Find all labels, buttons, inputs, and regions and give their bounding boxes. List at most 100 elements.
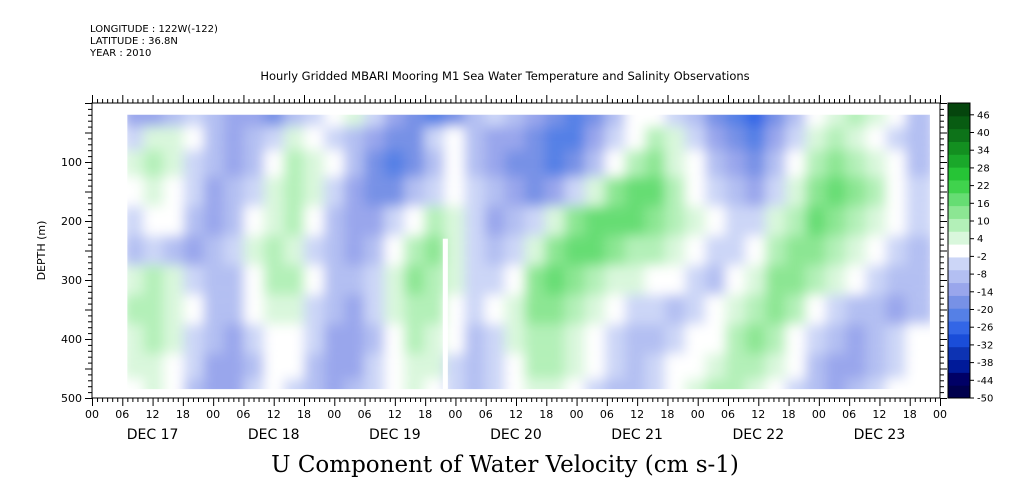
x-tick-label: 12 bbox=[751, 408, 765, 421]
heatmap-cell bbox=[885, 114, 914, 127]
x-axis-title: U Component of Water Velocity (cm s-1) bbox=[271, 452, 739, 478]
x-tick-label: 18 bbox=[660, 408, 674, 421]
x-tick-label: 00 bbox=[327, 408, 341, 421]
x-tick-label: 12 bbox=[509, 408, 523, 421]
colorbar-label: 34 bbox=[977, 146, 990, 157]
heatmap-cell bbox=[243, 378, 272, 390]
colorbar-swatch bbox=[948, 244, 970, 258]
heatmap-cell bbox=[905, 378, 930, 390]
x-tick-label: 00 bbox=[448, 408, 462, 421]
heatmap-cell bbox=[444, 114, 473, 127]
colorbar: 46 40 34 28 22 16 10 4 -2 -8 -14 -20 -26 -32 -38 -44 -50 bbox=[947, 102, 993, 405]
heatmap-cell bbox=[223, 378, 252, 390]
heatmap-cell bbox=[127, 114, 152, 127]
heatmap-cell bbox=[725, 114, 754, 127]
y-tick-label: 400 bbox=[61, 333, 82, 346]
x-tick-label: 18 bbox=[539, 408, 553, 421]
heatmap-cell bbox=[584, 114, 613, 127]
heatmap-cell bbox=[384, 114, 413, 127]
heatmap-cell bbox=[404, 378, 433, 390]
heatmap-cell bbox=[805, 378, 834, 390]
heatmap-cell bbox=[745, 114, 774, 127]
heatmap-cell bbox=[624, 378, 653, 390]
heatmap-cell bbox=[665, 114, 694, 127]
colorbar-swatch bbox=[948, 192, 970, 207]
heatmap-cell bbox=[905, 353, 930, 379]
x-tick-label: 06 bbox=[479, 408, 493, 421]
heatmap-cell bbox=[364, 114, 393, 127]
heatmap-cell bbox=[263, 378, 292, 390]
heatmap-cell bbox=[143, 114, 172, 127]
x-tick-label: 06 bbox=[842, 408, 856, 421]
heatmap-cell bbox=[484, 378, 513, 390]
day-label: DEC 23 bbox=[854, 427, 906, 443]
colorbar-label: -20 bbox=[977, 305, 993, 316]
colorbar-swatch bbox=[948, 333, 970, 348]
heatmap-cell bbox=[303, 114, 332, 127]
x-tick-label: 06 bbox=[600, 408, 614, 421]
heatmap-cell bbox=[685, 378, 714, 390]
heatmap-cell bbox=[845, 114, 874, 127]
heatmap-cell bbox=[905, 176, 930, 207]
colorbar-swatch bbox=[948, 385, 970, 399]
colorbar-label: 46 bbox=[977, 110, 990, 121]
colorbar-swatch bbox=[948, 205, 970, 219]
colorbar-label: 10 bbox=[977, 217, 990, 228]
heatmap-cell bbox=[705, 378, 734, 390]
x-tick-label: 00 bbox=[933, 408, 947, 421]
heatmap-cell bbox=[143, 378, 172, 390]
heatmap-cell bbox=[765, 114, 794, 127]
heatmap-cell bbox=[564, 378, 593, 390]
x-tick-label: 06 bbox=[721, 408, 735, 421]
heatmap-cell bbox=[905, 206, 930, 236]
heatmap-cell bbox=[203, 378, 232, 390]
heatmap-cell bbox=[524, 378, 553, 390]
chart-title: Hourly Gridded MBARI Mooring M1 Sea Wate… bbox=[260, 69, 750, 83]
heatmap-cell bbox=[845, 378, 874, 390]
x-tick-label: 00 bbox=[206, 408, 220, 421]
colorbar-swatch bbox=[948, 359, 970, 373]
heatmap-cell bbox=[324, 114, 353, 127]
colorbar-swatch bbox=[948, 256, 970, 271]
x-tick-label: 12 bbox=[872, 408, 886, 421]
heatmap-cell bbox=[163, 378, 192, 390]
heatmap-cell bbox=[424, 378, 453, 390]
y-tick-label: 200 bbox=[61, 215, 82, 228]
heatmap-cell bbox=[183, 378, 212, 390]
colorbar-label: -32 bbox=[977, 340, 993, 351]
heatmap-cell bbox=[584, 378, 613, 390]
colorbar-swatch bbox=[948, 128, 970, 142]
heatmap-cell bbox=[865, 114, 894, 127]
y-axis: 100 200 300 400 500 bbox=[61, 103, 947, 405]
heatmap-cell bbox=[624, 114, 653, 127]
colorbar-swatch bbox=[948, 141, 970, 155]
data-gap bbox=[442, 238, 448, 390]
colorbar-swatch bbox=[948, 282, 970, 296]
heatmap-cell bbox=[127, 378, 152, 390]
x-tick-label: 00 bbox=[85, 408, 99, 421]
colorbar-swatch bbox=[948, 218, 970, 232]
heatmap-cell bbox=[283, 114, 312, 127]
heatmap-cell bbox=[905, 114, 930, 127]
day-label: DEC 17 bbox=[127, 427, 179, 443]
x-tick-label: 18 bbox=[176, 408, 190, 421]
heatmap-cell bbox=[504, 114, 533, 127]
heatmap-cell bbox=[283, 378, 312, 390]
colorbar-label: -44 bbox=[977, 376, 993, 387]
heatmap-cell bbox=[524, 114, 553, 127]
heatmap-cell bbox=[785, 114, 814, 127]
colorbar-label: 22 bbox=[977, 181, 990, 192]
colorbar-swatch bbox=[948, 346, 970, 361]
heatmap-cell bbox=[685, 114, 714, 127]
heatmap-cell bbox=[645, 378, 674, 390]
heatmap-cell bbox=[484, 114, 513, 127]
y-axis-label: DEPTH (m) bbox=[35, 221, 48, 281]
heatmap-cell bbox=[564, 114, 593, 127]
x-tick-label: 00 bbox=[691, 408, 705, 421]
heatmap-cell bbox=[665, 378, 694, 390]
colorbar-swatch bbox=[948, 308, 970, 322]
y-tick-label: 100 bbox=[61, 156, 82, 169]
colorbar-label: -2 bbox=[977, 252, 987, 263]
heatmap-cell bbox=[384, 378, 413, 390]
